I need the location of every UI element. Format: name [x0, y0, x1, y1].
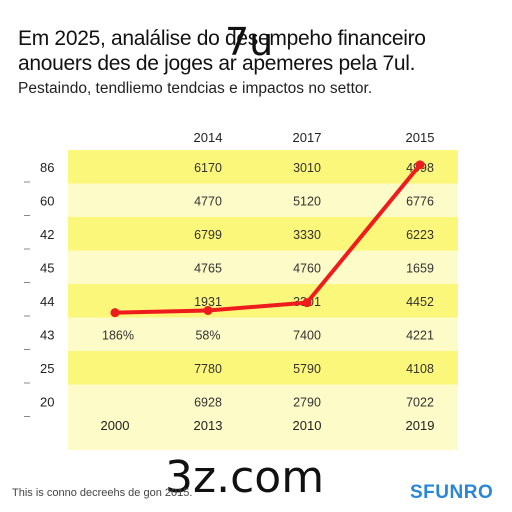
table-cell: 6223 — [406, 228, 434, 242]
watermark-top: 7u — [225, 20, 274, 64]
row-label: 43 — [40, 328, 54, 343]
x-tick-label: 2013 — [194, 418, 223, 433]
row-band — [68, 150, 458, 184]
row-label: 25 — [40, 361, 54, 376]
series-point — [415, 160, 425, 170]
table-cell: 4760 — [293, 262, 321, 276]
row-band — [68, 317, 458, 351]
column-header: 2014 — [194, 130, 223, 145]
row-label: 45 — [40, 261, 54, 276]
column-header: 2015 — [406, 130, 435, 145]
table-cell-extra: 186% — [102, 329, 134, 343]
table-cell: 6928 — [194, 396, 222, 410]
table-cell: 2790 — [293, 396, 321, 410]
series-line — [114, 163, 422, 315]
series-point — [203, 305, 213, 315]
footnote: This is conno decreehs de gon 2015. — [12, 487, 193, 499]
x-axis-band — [68, 418, 458, 450]
table-cell: 58% — [195, 329, 220, 343]
x-tick-label: 2000 — [101, 418, 130, 433]
brand-logo: SFUNRO — [410, 482, 494, 503]
row-band — [68, 250, 458, 284]
watermark-bottom: 3z.com — [165, 452, 325, 503]
column-header: 2017 — [293, 130, 322, 145]
chart-title: Em 2025, analálise do desempeho financei… — [18, 26, 498, 76]
table-cell: 3330 — [293, 228, 321, 242]
chart-title-line-2: anouers des de joges ar apemeres pela 7u… — [18, 52, 416, 75]
table-cell: 4765 — [194, 262, 222, 276]
table-cell: 7400 — [293, 329, 321, 343]
row-label: 86 — [40, 160, 54, 175]
table-cell: 6776 — [406, 195, 434, 209]
row-band — [68, 351, 458, 385]
table-cell: 1931 — [194, 295, 222, 309]
row-label: 42 — [40, 227, 54, 242]
table-cell: 3010 — [293, 161, 321, 175]
x-tick-label: 2019 — [406, 418, 435, 433]
chart-title-line-1: Em 2025, analálise do desempeho financei… — [18, 27, 426, 50]
row-band — [68, 384, 458, 418]
row-label: 20 — [40, 395, 54, 410]
table-cell: 7022 — [406, 396, 434, 410]
table-cell: 4108 — [406, 362, 434, 376]
table-cell: 4452 — [406, 295, 434, 309]
table-cell: 6799 — [194, 228, 222, 242]
series-point — [110, 308, 120, 318]
table-cell: 1659 — [406, 262, 434, 276]
chart: 2014201720158660424544432520617030104998… — [24, 130, 458, 450]
x-tick-label: 2010 — [293, 418, 322, 433]
table-cell: 5790 — [293, 362, 321, 376]
row-label: 44 — [40, 294, 54, 309]
row-band — [68, 217, 458, 251]
table-cell: 5120 — [293, 195, 321, 209]
table-cell: 4770 — [194, 195, 222, 209]
table-cell: 4221 — [406, 329, 434, 343]
table-cell: 7780 — [194, 362, 222, 376]
series-point — [302, 298, 312, 308]
table-cell: 6170 — [194, 161, 222, 175]
row-label: 60 — [40, 194, 54, 209]
chart-subtitle: Pestaindo, tendliemo tendcias e impactos… — [18, 80, 373, 97]
